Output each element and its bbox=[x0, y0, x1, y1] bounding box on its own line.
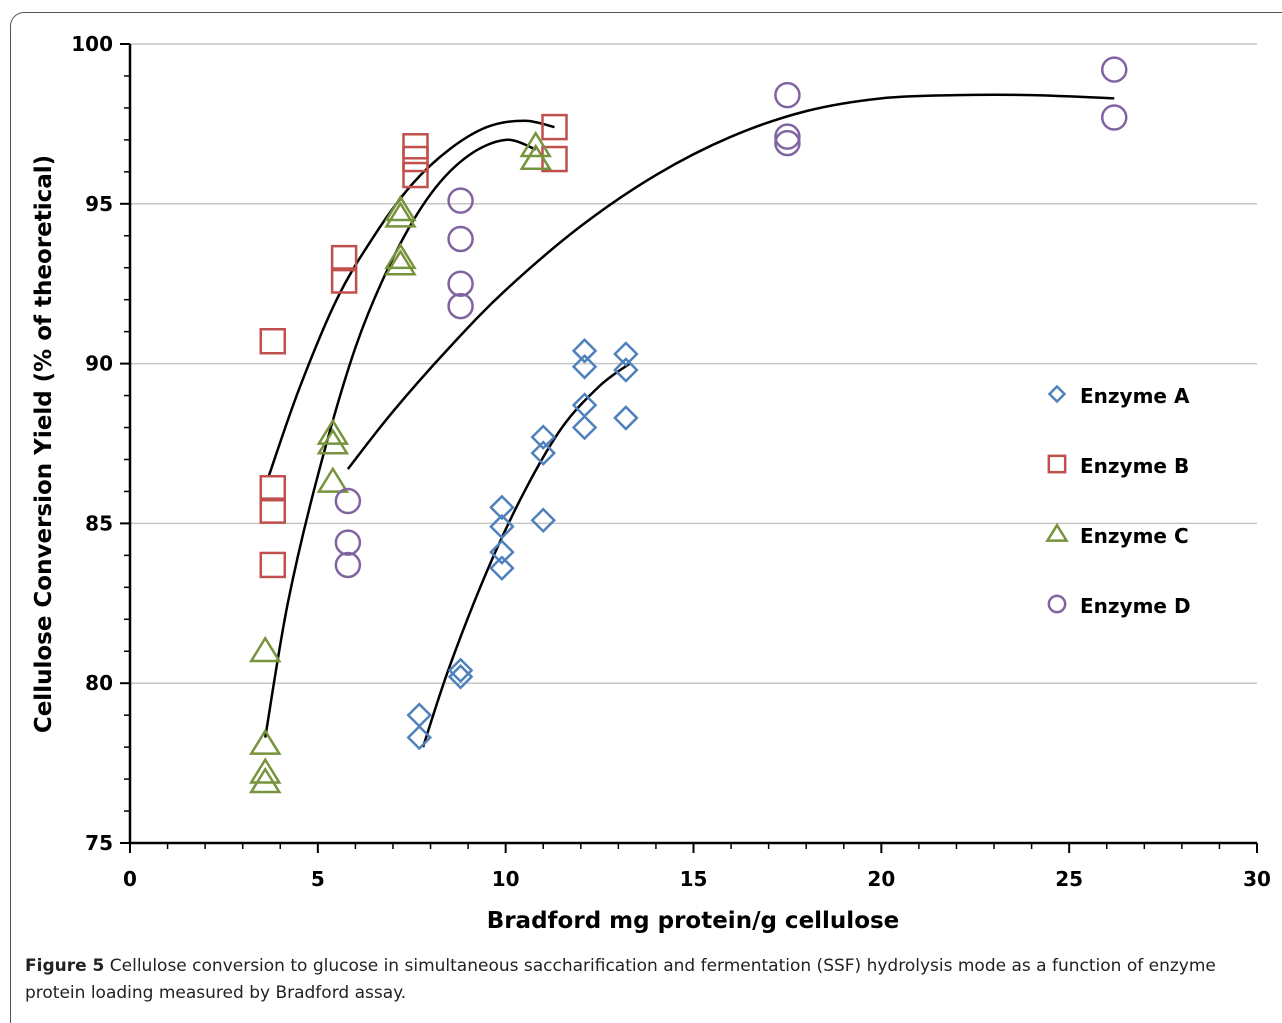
enzyme-a-point bbox=[530, 424, 557, 450]
enzyme-c-point bbox=[248, 757, 282, 784]
legend: Enzyme A Enzyme B Enzyme C Enzyme D bbox=[1045, 384, 1191, 618]
enzyme-c-point bbox=[519, 130, 553, 158]
enzyme-b-point bbox=[259, 551, 287, 579]
enzyme-a-point bbox=[406, 724, 433, 751]
enzyme-a-point bbox=[489, 513, 515, 540]
enzyme-a-point bbox=[447, 657, 474, 684]
enzyme-c-point bbox=[384, 242, 417, 270]
fit-curves bbox=[264, 93, 1115, 748]
enzyme-a-point bbox=[489, 539, 515, 565]
x-tick-label: 20 bbox=[867, 867, 895, 891]
figure-label: Figure 5 bbox=[25, 956, 105, 976]
enzyme-c-fit-curve bbox=[264, 138, 537, 738]
enzyme-c-point bbox=[519, 143, 553, 171]
enzyme-a-legend-label: Enzyme A bbox=[1080, 384, 1190, 408]
figure-frame bbox=[10, 12, 1282, 1023]
enzyme-c-legend-label: Enzyme C bbox=[1080, 524, 1189, 548]
enzyme-a-point bbox=[571, 392, 598, 418]
x-tick-label: 25 bbox=[1055, 867, 1083, 891]
enzyme-d-point bbox=[447, 292, 474, 320]
x-tick-label: 30 bbox=[1243, 867, 1271, 891]
enzyme-b-fit-curve bbox=[267, 119, 555, 476]
enzyme-d-legend-marker bbox=[1047, 594, 1067, 614]
enzyme-b-point bbox=[330, 267, 358, 294]
enzyme-b-point bbox=[259, 474, 287, 502]
enzyme-d-point bbox=[774, 129, 801, 157]
enzyme-a-point bbox=[613, 405, 639, 431]
figure-caption: Figure 5 Cellulose conversion to glucose… bbox=[25, 953, 1280, 1007]
enzyme-b-point bbox=[402, 161, 429, 189]
enzyme-d-point bbox=[334, 529, 362, 556]
enzyme-b-point bbox=[541, 113, 568, 141]
enzyme-d-point bbox=[334, 551, 362, 579]
enzyme-a-point bbox=[447, 664, 474, 690]
enzyme-d-point bbox=[447, 225, 474, 253]
x-tick-label: 10 bbox=[492, 867, 520, 891]
enzyme-b-legend-label: Enzyme B bbox=[1080, 454, 1189, 478]
enzyme-a-fit-curve bbox=[421, 362, 631, 748]
x-tick-label: 0 bbox=[123, 867, 137, 891]
enzyme-b-point bbox=[402, 145, 429, 173]
y-axis-title: Cellulose Conversion Yield (% of theoret… bbox=[31, 155, 57, 733]
data-points bbox=[248, 56, 1128, 794]
enzyme-b-point bbox=[330, 244, 358, 272]
enzyme-a-point bbox=[489, 494, 515, 521]
enzyme-c-point bbox=[384, 201, 417, 228]
enzyme-c-point bbox=[384, 194, 417, 222]
y-tick-label: 85 bbox=[85, 511, 113, 535]
enzyme-a-point bbox=[406, 702, 433, 728]
enzyme-c-point bbox=[384, 249, 417, 276]
y-tick-label: 90 bbox=[85, 352, 113, 376]
enzyme-a-point bbox=[530, 440, 557, 466]
enzyme-b-point bbox=[259, 327, 287, 355]
axes: 75 80 85 90 95 100 0 5 10 15 20 25 30 bbox=[71, 32, 1271, 891]
y-tick-label: 100 bbox=[71, 32, 113, 56]
enzyme-a-point bbox=[489, 555, 515, 581]
enzyme-d-point bbox=[447, 187, 474, 214]
enzyme-c-point bbox=[248, 728, 282, 755]
enzyme-d-point bbox=[774, 81, 801, 109]
enzyme-d-point bbox=[1100, 56, 1128, 83]
y-tick-label: 95 bbox=[85, 192, 113, 216]
enzyme-a-legend-marker bbox=[1047, 384, 1067, 404]
enzyme-d-point bbox=[774, 123, 801, 150]
enzyme-d-fit-curve bbox=[346, 93, 1115, 470]
enzyme-d-point bbox=[447, 270, 474, 297]
enzyme-a-point bbox=[613, 357, 639, 383]
x-axis-title: Bradford mg protein/g cellulose bbox=[487, 908, 900, 934]
enzyme-a-point bbox=[613, 341, 639, 367]
enzyme-d-point bbox=[334, 487, 362, 515]
enzyme-c-legend-marker bbox=[1045, 522, 1069, 542]
enzyme-a-point bbox=[571, 338, 598, 364]
enzyme-a-point bbox=[571, 354, 598, 380]
gridlines bbox=[130, 43, 1257, 684]
enzyme-c-point bbox=[316, 428, 350, 455]
enzyme-d-legend-label: Enzyme D bbox=[1080, 594, 1191, 618]
enzyme-a-point bbox=[530, 507, 557, 533]
x-tick-label: 5 bbox=[311, 867, 325, 891]
enzyme-c-point bbox=[316, 466, 350, 493]
caption-text: Cellulose conversion to glucose in simul… bbox=[25, 956, 1216, 1003]
enzyme-b-legend-marker bbox=[1047, 454, 1067, 474]
y-tick-label: 80 bbox=[85, 671, 113, 695]
enzyme-b-point bbox=[259, 497, 287, 524]
enzyme-a-point bbox=[571, 414, 598, 441]
enzyme-c-point bbox=[248, 635, 282, 663]
x-tick-label: 15 bbox=[680, 867, 708, 891]
y-tick-label: 75 bbox=[85, 831, 113, 855]
enzyme-c-point bbox=[248, 766, 282, 794]
enzyme-d-point bbox=[1100, 104, 1128, 131]
enzyme-c-point bbox=[316, 418, 350, 445]
